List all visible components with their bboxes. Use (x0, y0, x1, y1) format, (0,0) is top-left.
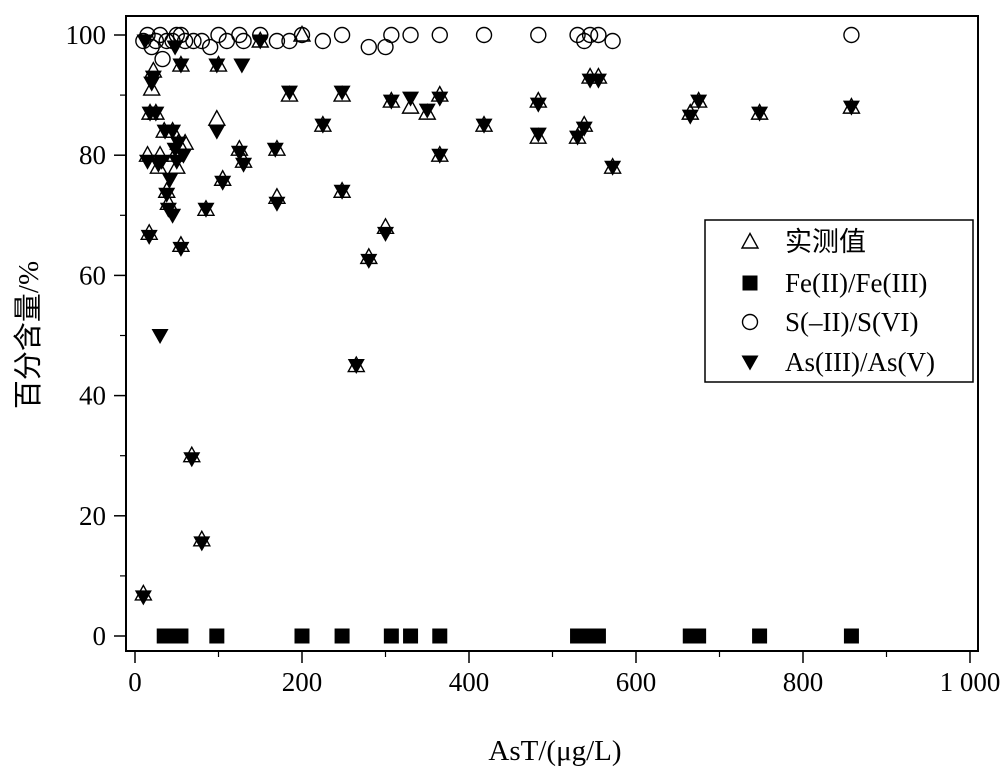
data-point-fe-ii-fe-iii (384, 629, 399, 644)
data-point-fe-ii-fe-iii (173, 629, 188, 644)
legend-label-2: Fe(II)/Fe(III) (785, 268, 927, 298)
data-point-fe-ii-fe-iii (335, 629, 350, 644)
y-tick-label: 100 (66, 20, 107, 50)
x-tick-label: 600 (616, 667, 657, 697)
x-tick-label: 200 (282, 667, 323, 697)
y-tick-label: 0 (93, 621, 107, 651)
x-tick-label: 800 (783, 667, 824, 697)
y-tick-label: 60 (79, 260, 106, 290)
legend-label-1: 实测值 (785, 227, 866, 257)
data-point-fe-ii-fe-iii (752, 629, 767, 644)
x-tick-label: 0 (128, 667, 142, 697)
data-point-fe-ii-fe-iii (591, 629, 606, 644)
x-tick-label: 400 (449, 667, 490, 697)
legend-label-3: S(–II)/S(VI) (785, 307, 918, 337)
y-axis-title: 百分含量/% (12, 261, 45, 409)
data-point-fe-ii-fe-iii (209, 629, 224, 644)
y-tick-label: 40 (79, 381, 106, 411)
data-point-fe-ii-fe-iii (295, 629, 310, 644)
legend-marker-2 (743, 276, 758, 291)
x-axis-title: AsT/(μg/L) (488, 735, 621, 767)
y-tick-label: 80 (79, 140, 106, 170)
legend-label-4: As(III)/As(V) (785, 347, 935, 377)
data-point-fe-ii-fe-iii (432, 629, 447, 644)
x-tick-label: 1 000 (940, 667, 1000, 697)
data-point-fe-ii-fe-iii (691, 629, 706, 644)
y-tick-label: 20 (79, 501, 106, 531)
data-point-fe-ii-fe-iii (844, 629, 859, 644)
data-point-fe-ii-fe-iii (403, 629, 418, 644)
legend: 实测值 Fe(II)/Fe(III) S(–II)/S(VI) As(III)/As(… (705, 220, 973, 382)
